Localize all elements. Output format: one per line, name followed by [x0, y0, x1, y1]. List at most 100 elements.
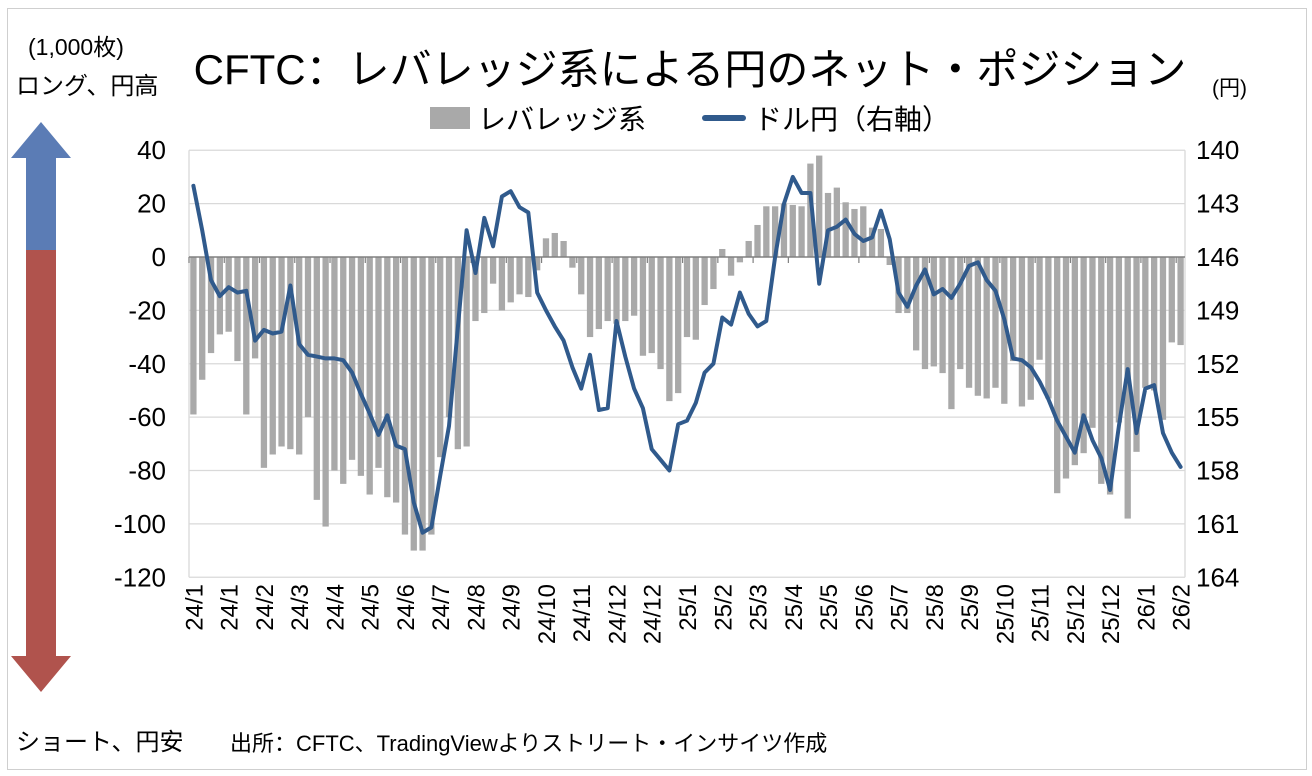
- x-axis-tick: 24/12: [640, 584, 667, 644]
- bar: [384, 257, 391, 498]
- y-axis-tick-left: -120: [114, 562, 166, 592]
- bar: [1071, 257, 1078, 466]
- bar: [727, 257, 735, 276]
- bar: [719, 248, 726, 257]
- bar: [1106, 257, 1114, 495]
- bar: [586, 257, 594, 338]
- bar: [1168, 257, 1175, 343]
- legend-line-swatch-icon: [702, 115, 746, 121]
- x-axis-tick: 24/4: [322, 584, 349, 631]
- bar: [278, 257, 285, 447]
- x-axis-tick: 25/10: [992, 584, 1019, 644]
- y-axis-tick-left: -60: [128, 402, 166, 432]
- x-axis-tick: 25/4: [781, 584, 808, 631]
- y-axis-tick-left: -100: [114, 509, 166, 539]
- bar: [1115, 257, 1123, 423]
- y-axis-tick-left: -80: [128, 456, 166, 486]
- bar: [234, 257, 241, 362]
- bar: [454, 257, 461, 450]
- bar: [666, 257, 673, 402]
- y-axis-tick-left: 20: [137, 189, 166, 219]
- x-axis-tick: 24/2: [252, 584, 279, 631]
- y-axis-tick-right: 164: [1196, 562, 1239, 592]
- bar: [763, 206, 770, 257]
- bar: [322, 257, 329, 527]
- y-axis-tick-right: 152: [1196, 349, 1239, 379]
- bar: [974, 257, 982, 396]
- bar: [489, 257, 497, 284]
- y-axis-tick-left: 40: [137, 135, 166, 165]
- bar: [1098, 257, 1105, 484]
- bar: [692, 257, 699, 340]
- bar: [613, 257, 620, 324]
- x-axis-tick: 25/1: [675, 584, 702, 631]
- x-axis-tick: 24/9: [499, 584, 526, 631]
- x-axis-tick: 24/5: [358, 584, 385, 631]
- bar: [375, 257, 382, 468]
- x-axis-tick: 25/3: [746, 584, 773, 631]
- bar: [251, 257, 259, 359]
- bar: [824, 192, 832, 257]
- bar: [445, 257, 453, 418]
- short-arrow-down-icon: [11, 250, 71, 692]
- bar: [868, 227, 876, 257]
- bar: [225, 257, 232, 332]
- bar: [516, 257, 523, 295]
- bar: [639, 257, 647, 356]
- bar: [683, 257, 691, 338]
- bar: [1124, 257, 1131, 519]
- bar: [1018, 257, 1026, 407]
- source-attribution: 出所：CFTC、TradingViewよりストリート・インサイツ作成: [230, 731, 828, 756]
- x-axis-tick: 25/5: [816, 584, 843, 631]
- long-arrow-up-icon: [11, 122, 71, 250]
- x-axis-tick: 24/1: [181, 584, 208, 631]
- bar: [622, 257, 629, 322]
- bar: [296, 257, 303, 455]
- legend-line-label: ドル円（右軸）: [754, 104, 951, 135]
- bar: [1133, 257, 1140, 452]
- bar: [366, 257, 373, 495]
- bar: [904, 257, 911, 314]
- bar: [472, 257, 479, 322]
- x-axis-tick: 25/8: [922, 584, 949, 631]
- x-axis-tick: 25/11: [1028, 584, 1055, 642]
- bar: [569, 257, 576, 268]
- bar: [269, 257, 276, 455]
- bar: [939, 257, 946, 374]
- bar: [481, 257, 488, 314]
- bar: [798, 206, 805, 257]
- x-axis-tick: 24/12: [604, 584, 631, 644]
- bar: [1142, 257, 1149, 388]
- bar: [648, 257, 655, 354]
- legend-bar-swatch-icon: [429, 107, 470, 129]
- y-axis-tick-right: 161: [1196, 509, 1239, 539]
- bar: [1089, 257, 1096, 428]
- bar: [199, 257, 206, 380]
- bar: [357, 257, 365, 476]
- short-yen-weak-label: ショート、円安: [16, 729, 184, 756]
- bar: [1177, 257, 1184, 346]
- long-yen-strong-label: ロング、円高: [16, 73, 159, 100]
- bar: [313, 257, 320, 500]
- x-axis-tick: 25/7: [887, 584, 914, 631]
- x-axis-tick: 24/6: [393, 584, 420, 631]
- bar: [630, 257, 638, 316]
- y-axis-tick-left: -40: [128, 349, 166, 379]
- bar: [498, 257, 506, 311]
- bar: [886, 257, 893, 266]
- y-axis-tick-left: 0: [152, 242, 166, 272]
- bar: [207, 257, 215, 354]
- bar: [243, 257, 250, 415]
- y-axis-tick-left: -20: [128, 295, 166, 325]
- right-axis-unit-label: (円): [1212, 77, 1247, 100]
- bar: [463, 257, 470, 447]
- bar: [1001, 257, 1008, 404]
- x-axis-tick: 26/1: [1133, 584, 1160, 631]
- bar: [710, 257, 717, 290]
- bar: [428, 257, 435, 535]
- bar: [419, 257, 426, 551]
- bar: [780, 203, 788, 257]
- bar: [701, 257, 708, 306]
- y-axis-tick-right: 146: [1196, 242, 1239, 272]
